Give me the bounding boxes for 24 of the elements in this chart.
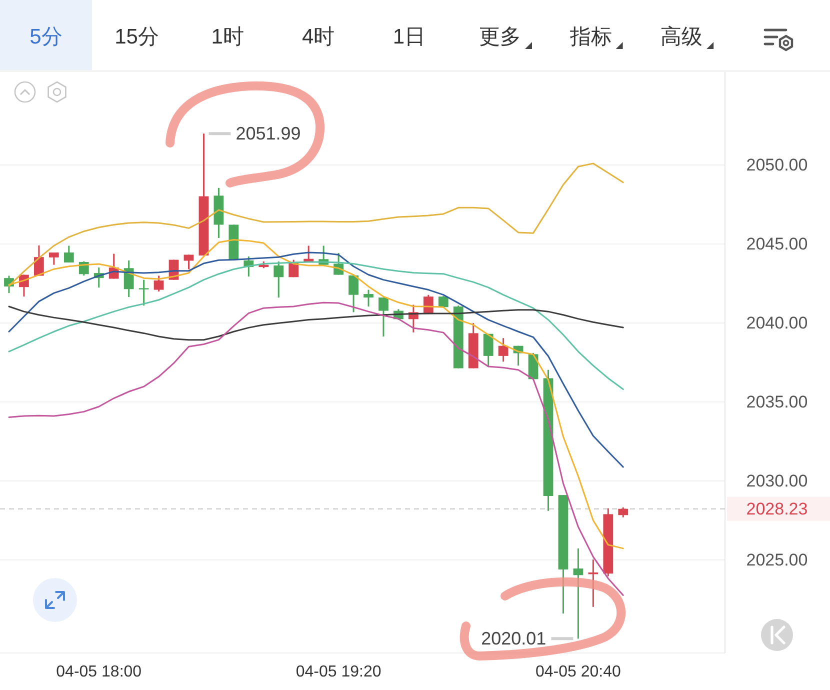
text: 4时 bbox=[302, 26, 335, 48]
annotation: 2020.01 bbox=[481, 628, 546, 649]
x-tick-label: 04-05 20:40 bbox=[536, 664, 622, 680]
x-tick-label: 04-05 18:00 bbox=[56, 664, 142, 680]
y-tick-label: 2025.00 bbox=[746, 550, 808, 570]
text: 1时 bbox=[211, 26, 244, 48]
note: 2020.01 bbox=[481, 628, 574, 649]
text: 15分 bbox=[114, 26, 159, 48]
note: 2051.99 bbox=[208, 124, 301, 144]
ref-line-label: 2028.23 bbox=[746, 499, 808, 518]
y-tick-label: 2040.00 bbox=[746, 313, 808, 332]
text: 5分 bbox=[30, 26, 62, 48]
text: 高级 bbox=[660, 26, 703, 48]
text: 指标 bbox=[568, 26, 612, 48]
y-tick-label: 2030.00 bbox=[746, 471, 808, 490]
line-series bbox=[8, 252, 624, 468]
text: 更多 bbox=[479, 26, 521, 48]
x-tick-label: 04-05 19:20 bbox=[296, 664, 382, 680]
y-tick-label: 2050.00 bbox=[746, 156, 808, 175]
text: 1日 bbox=[392, 26, 426, 48]
annotation: 2051.99 bbox=[236, 124, 301, 144]
line-series bbox=[8, 302, 624, 596]
y-tick-label: 2035.00 bbox=[746, 392, 808, 412]
y-tick-label: 2045.00 bbox=[746, 234, 808, 254]
